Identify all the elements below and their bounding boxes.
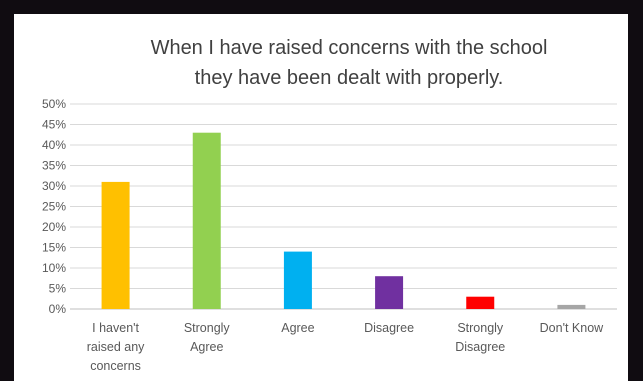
x-category-label: Strongly Agree	[184, 321, 231, 354]
chart-title-line-2: they have been dealt with properly.	[195, 67, 504, 89]
chart-title-line-1: When I have raised concerns with the sch…	[151, 37, 548, 59]
bar	[192, 132, 221, 309]
y-tick-label: 50%	[42, 97, 66, 111]
gridlines	[70, 103, 617, 310]
chart-frame: When I have raised concerns with the sch…	[14, 14, 628, 381]
y-tick-label: 40%	[42, 138, 66, 152]
bar	[101, 181, 130, 309]
x-category-label: Agree	[281, 321, 314, 335]
x-category-label: Disagree	[364, 321, 414, 335]
bars	[101, 132, 586, 309]
y-tick-label: 15%	[42, 241, 66, 255]
y-axis-ticks: 0% 5% 10% 15% 20% 25% 30% 35% 40% 45% 50%	[42, 97, 66, 316]
y-tick-label: 45%	[42, 118, 66, 132]
bar-chart: When I have raised concerns with the sch…	[42, 37, 617, 373]
bar	[466, 296, 495, 309]
x-category-label: Strongly Disagree	[455, 321, 505, 354]
y-tick-label: 20%	[42, 220, 66, 234]
y-tick-label: 25%	[42, 200, 66, 214]
bar	[283, 251, 312, 309]
y-tick-label: 0%	[49, 302, 67, 316]
y-tick-label: 10%	[42, 261, 66, 275]
y-tick-label: 35%	[42, 159, 66, 173]
x-axis-labels: I haven't raised any concerns Strongly Agree…	[87, 321, 604, 373]
y-tick-label: 30%	[42, 179, 66, 193]
y-tick-label: 5%	[49, 282, 67, 296]
bar	[557, 304, 586, 309]
bar	[375, 276, 404, 309]
x-category-label: Don't Know	[540, 321, 605, 335]
x-category-label: I haven't raised any concerns	[87, 321, 145, 373]
